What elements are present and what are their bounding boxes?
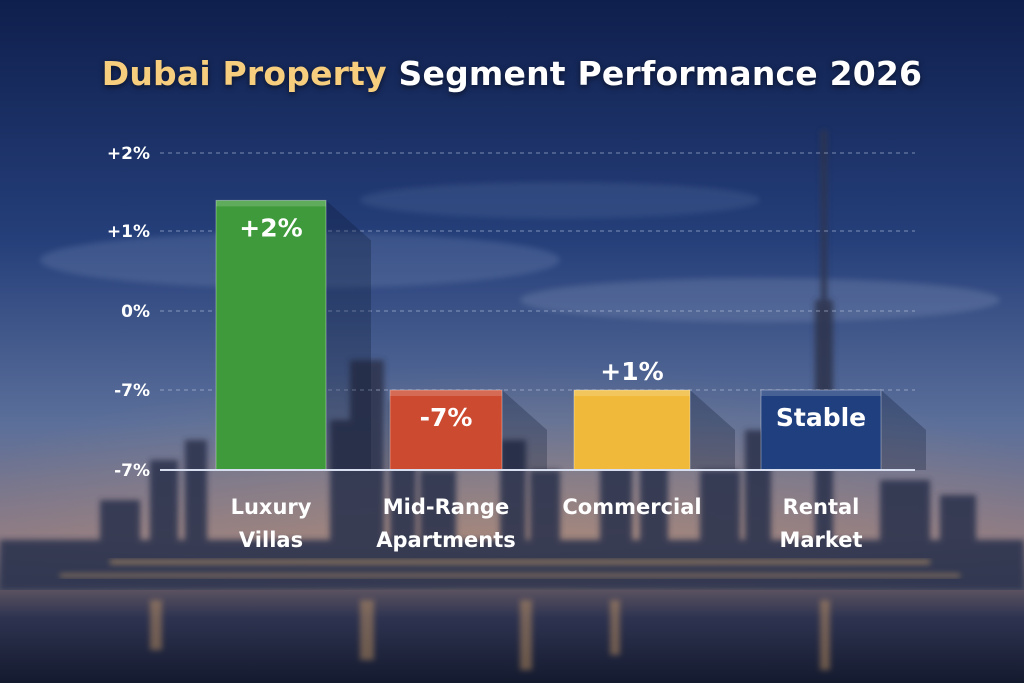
x-category-label: Mid-Range — [383, 495, 509, 519]
bar-data-label: -7% — [420, 403, 473, 432]
bar-highlight — [761, 390, 881, 396]
bar-data-label: Stable — [776, 403, 866, 432]
y-tick-label: 0% — [121, 302, 150, 322]
x-category-label: Market — [779, 528, 862, 552]
bar-shadow — [881, 390, 926, 470]
bars: +2% -7% +1% Stable — [215, 199, 926, 471]
y-tick-label: +1% — [107, 222, 150, 242]
bar-data-label: +2% — [239, 213, 302, 242]
bar-shadow — [326, 200, 371, 470]
bar — [389, 389, 503, 471]
chart-title: Dubai Property Segment Performance 2026 — [0, 54, 1024, 93]
bar-highlight — [216, 200, 326, 207]
x-category-label: Luxury — [231, 495, 312, 519]
bar — [760, 389, 882, 471]
x-category-label: Apartments — [376, 528, 515, 552]
x-category-label: Villas — [239, 528, 303, 552]
axis: +2% +1% 0% -7% -7% Luxury Villas Mid-Range Apart… — [107, 144, 915, 552]
bar-highlight — [574, 390, 690, 396]
bar — [215, 199, 327, 471]
y-tick-label: -7% — [114, 461, 150, 481]
chart-title-accent: Dubai Property — [101, 54, 387, 93]
bar-data-label: +1% — [600, 357, 663, 386]
bar-shadow — [502, 390, 547, 470]
bar-shadow — [690, 390, 735, 470]
x-category-label: Rental — [783, 495, 860, 519]
y-tick-label: -7% — [114, 381, 150, 401]
bar-highlight — [390, 390, 502, 396]
chart-title-rest: Segment Performance 2026 — [398, 54, 923, 93]
x-category-label: Commercial — [562, 495, 701, 519]
y-tick-label: +2% — [107, 144, 150, 164]
bar — [573, 389, 691, 471]
grid-lines — [160, 152, 915, 391]
